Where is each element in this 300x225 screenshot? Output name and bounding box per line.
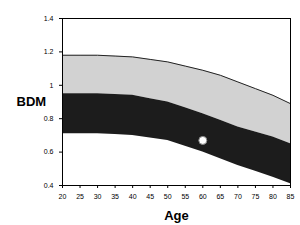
svg-text:0.6: 0.6 [44, 148, 54, 155]
svg-text:0.8: 0.8 [44, 115, 54, 122]
svg-text:40: 40 [129, 193, 137, 200]
svg-text:25: 25 [76, 193, 84, 200]
svg-text:BDM: BDM [17, 94, 47, 109]
svg-text:55: 55 [181, 193, 189, 200]
svg-text:30: 30 [94, 193, 102, 200]
svg-text:80: 80 [269, 193, 277, 200]
svg-text:85: 85 [287, 193, 295, 200]
svg-text:Age: Age [164, 208, 189, 223]
svg-text:1: 1 [50, 82, 54, 89]
svg-text:35: 35 [111, 193, 119, 200]
svg-text:60: 60 [199, 193, 207, 200]
svg-text:20: 20 [59, 193, 67, 200]
svg-text:70: 70 [234, 193, 242, 200]
svg-text:50: 50 [164, 193, 172, 200]
svg-text:1.2: 1.2 [44, 48, 54, 55]
svg-text:45: 45 [146, 193, 154, 200]
svg-text:1.4: 1.4 [44, 15, 54, 22]
svg-text:75: 75 [252, 193, 260, 200]
svg-text:0.4: 0.4 [44, 182, 54, 189]
svg-text:65: 65 [216, 193, 224, 200]
